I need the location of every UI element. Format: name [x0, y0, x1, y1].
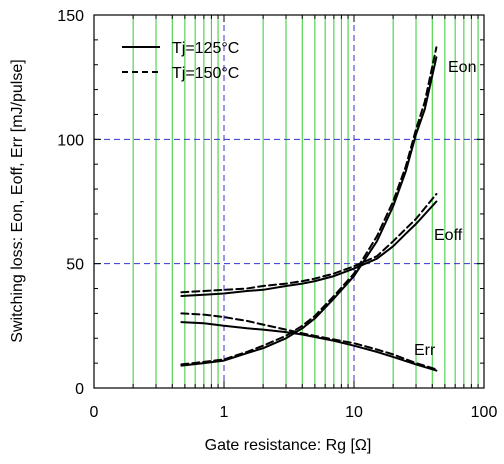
plot-frame — [93, 14, 485, 389]
legend: Tj=125°C Tj=150°C — [122, 40, 239, 82]
series-line-err-dashed — [180, 312, 438, 371]
y-tick-label: 150 — [57, 8, 84, 25]
curve-label-err: Err — [414, 342, 436, 359]
series-line-eon-dashed — [180, 46, 438, 366]
series-line-eoff-solid — [180, 200, 438, 297]
x-tick-label: 10 — [345, 404, 363, 421]
series-line-eoff-dashed — [180, 193, 438, 294]
curve-label-eon: Eon — [448, 59, 476, 76]
y-axis-title: Switching loss: Eon, Eoff, Err [mJ/pulse… — [9, 59, 26, 342]
x-axis-title: Gate resistance: Rg [Ω] — [205, 437, 372, 454]
tick-labels: 0 1 10 100 0 50 100 150 — [57, 8, 497, 421]
y-tick-label: 0 — [75, 381, 84, 398]
y-tick-label: 50 — [66, 257, 84, 274]
x-tick-label: 100 — [471, 404, 498, 421]
axis-ticks — [93, 14, 484, 389]
legend-label-125: Tj=125°C — [172, 40, 239, 57]
curve-label-eoff: Eoff — [434, 227, 463, 244]
series-line-eon-solid — [180, 56, 438, 367]
y-tick-label: 100 — [57, 132, 84, 149]
series-line-err-solid — [180, 321, 438, 372]
series-layer — [180, 46, 438, 372]
x-tick-label: 1 — [220, 404, 229, 421]
legend-label-150: Tj=150°C — [172, 65, 239, 82]
x-tick-label: 0 — [90, 404, 99, 421]
